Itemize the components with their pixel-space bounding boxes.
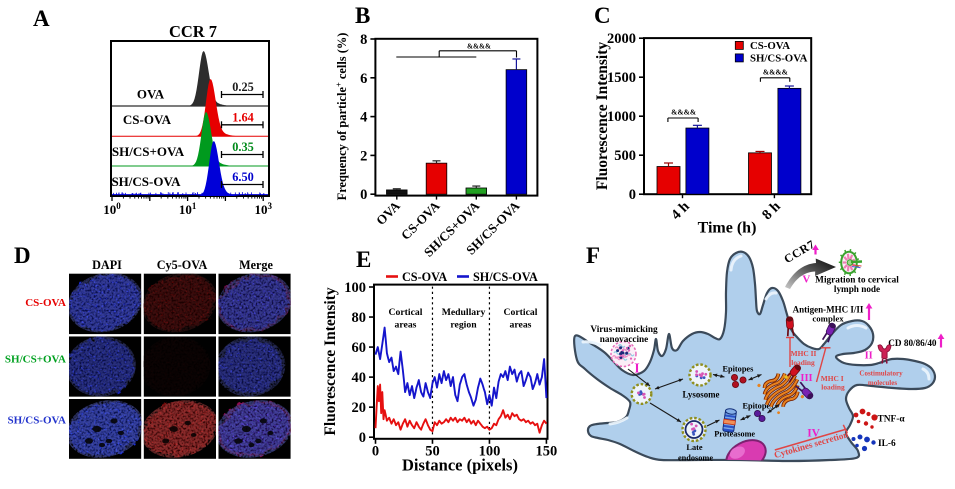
svg-text:B: B xyxy=(355,3,370,28)
svg-text:Costimulatory: Costimulatory xyxy=(859,370,903,378)
svg-text:nanovaccine: nanovaccine xyxy=(600,334,649,344)
svg-text:Cortical: Cortical xyxy=(504,307,538,318)
svg-text:2000: 2000 xyxy=(607,31,636,47)
svg-text:0: 0 xyxy=(359,430,366,446)
svg-text:A: A xyxy=(33,6,50,31)
svg-text:D: D xyxy=(14,243,31,268)
svg-text:&&&&: &&&& xyxy=(763,67,788,76)
svg-text:1500: 1500 xyxy=(607,70,636,86)
svg-text:Distance (pixels): Distance (pixels) xyxy=(402,456,518,475)
svg-text:CCR 7: CCR 7 xyxy=(169,22,217,41)
svg-text:SH/CS+OVA: SH/CS+OVA xyxy=(112,144,185,159)
svg-text:Antigen-MHC I/II: Antigen-MHC I/II xyxy=(793,305,864,315)
svg-text:8: 8 xyxy=(360,32,367,48)
svg-text:Migration to cervical: Migration to cervical xyxy=(815,276,899,286)
svg-text:III: III xyxy=(800,373,812,384)
svg-text:SH/CS-OVA: SH/CS-OVA xyxy=(473,270,538,284)
svg-text:CS-OVA: CS-OVA xyxy=(402,270,447,284)
svg-text:0: 0 xyxy=(372,444,379,460)
svg-text:40: 40 xyxy=(352,370,367,386)
svg-text:100: 100 xyxy=(479,444,501,460)
svg-text:areas: areas xyxy=(510,320,532,331)
svg-text:80: 80 xyxy=(352,310,367,326)
svg-text:60: 60 xyxy=(352,340,367,356)
svg-text:DAPI: DAPI xyxy=(92,258,122,272)
svg-text:lymph node: lymph node xyxy=(834,284,880,294)
svg-text:IL-6: IL-6 xyxy=(878,439,896,449)
svg-text:SH/CS-OVA: SH/CS-OVA xyxy=(8,415,67,427)
svg-text:II: II xyxy=(865,350,873,361)
svg-text:Fluorescence Intensity: Fluorescence Intensity xyxy=(322,287,339,435)
svg-text:0.25: 0.25 xyxy=(232,80,254,94)
svg-text:500: 500 xyxy=(614,148,636,164)
svg-text:CS-OVA: CS-OVA xyxy=(123,112,172,127)
svg-text:molecules: molecules xyxy=(868,379,897,387)
svg-text:SH/CS-OVA: SH/CS-OVA xyxy=(111,174,181,189)
svg-text:4: 4 xyxy=(360,110,367,126)
svg-text:CS-OVA: CS-OVA xyxy=(25,297,66,309)
svg-text:CS-OVA: CS-OVA xyxy=(750,40,790,52)
svg-text:complex: complex xyxy=(812,314,844,324)
svg-text:Virus-mimicking: Virus-mimicking xyxy=(590,325,658,335)
svg-text:&&&&: &&&& xyxy=(467,43,491,51)
svg-text:50: 50 xyxy=(425,444,440,460)
svg-text:OVA: OVA xyxy=(137,87,165,102)
svg-text:Frequency of particle+ cells (: Frequency of particle+ cells (%) xyxy=(334,33,350,201)
svg-text:150: 150 xyxy=(536,444,558,460)
svg-text:Cy5-OVA: Cy5-OVA xyxy=(157,258,208,272)
svg-text:6: 6 xyxy=(360,71,367,87)
svg-text:loading: loading xyxy=(791,358,815,367)
svg-text:IV: IV xyxy=(807,428,820,440)
svg-text:C: C xyxy=(594,3,611,28)
svg-text:I: I xyxy=(634,361,639,376)
svg-text:Medullary: Medullary xyxy=(442,307,486,318)
svg-text:F: F xyxy=(586,243,600,268)
svg-text:loading: loading xyxy=(821,383,845,392)
svg-text:0: 0 xyxy=(360,187,367,203)
svg-text:endosome: endosome xyxy=(678,454,713,463)
svg-text:Time (h): Time (h) xyxy=(698,220,757,237)
svg-text:Fluorescence Intensity: Fluorescence Intensity xyxy=(594,42,611,190)
svg-text:6.50: 6.50 xyxy=(232,170,254,184)
svg-text:Proteasome: Proteasome xyxy=(714,429,755,438)
svg-text:Epitopes: Epitopes xyxy=(722,365,754,374)
svg-text:0.35: 0.35 xyxy=(232,140,254,154)
svg-text:MHC I: MHC I xyxy=(821,374,844,383)
svg-text:MHC II: MHC II xyxy=(791,349,817,358)
svg-text:CD 80/86/40: CD 80/86/40 xyxy=(888,338,937,348)
svg-text:Cortical: Cortical xyxy=(389,307,423,318)
svg-text:region: region xyxy=(450,320,477,331)
svg-text:0: 0 xyxy=(629,187,636,203)
svg-text:areas: areas xyxy=(395,320,417,331)
svg-text:&&&&: &&&& xyxy=(671,108,696,117)
svg-text:SH/CS+OVA: SH/CS+OVA xyxy=(5,354,66,366)
svg-text:1.64: 1.64 xyxy=(232,110,254,124)
svg-text:TNF-α: TNF-α xyxy=(878,415,906,425)
svg-text:1000: 1000 xyxy=(607,109,636,125)
svg-text:2: 2 xyxy=(360,148,367,164)
svg-text:SH/CS-OVA: SH/CS-OVA xyxy=(750,52,808,64)
svg-text:Late: Late xyxy=(686,443,702,452)
svg-text:Lysosome: Lysosome xyxy=(683,390,720,400)
svg-text:20: 20 xyxy=(352,400,367,416)
svg-text:Merge: Merge xyxy=(239,258,273,272)
svg-text:E: E xyxy=(356,247,371,272)
svg-text:100: 100 xyxy=(344,280,366,296)
svg-text:Epitopes: Epitopes xyxy=(742,402,774,411)
svg-text:V: V xyxy=(802,274,810,286)
